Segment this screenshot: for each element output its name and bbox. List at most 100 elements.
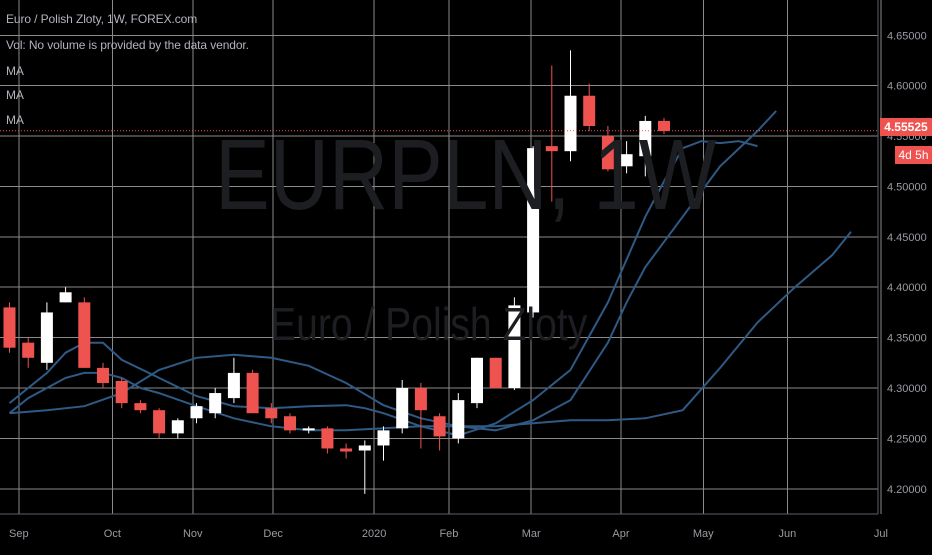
price-tick-label: 4.20000	[887, 484, 927, 496]
time-tick-label: Mar	[522, 528, 541, 540]
candle-down	[115, 377, 128, 409]
candle-down	[545, 65, 558, 202]
time-tick-label: Feb	[439, 528, 458, 540]
candle-down	[321, 426, 334, 454]
candle-body	[227, 372, 240, 399]
candle-body	[171, 420, 184, 434]
candle-down	[658, 117, 670, 135]
candle-down	[78, 297, 91, 368]
candle-body	[59, 292, 72, 303]
legend-ma-3[interactable]: MA	[6, 113, 24, 127]
time-tick-label: Jul	[874, 528, 888, 540]
candle-body	[3, 307, 16, 348]
price-axis[interactable]: 4.20000 4.25000 4.30000 4.35000 4.40000 4.450…	[877, 0, 927, 514]
price-tick-label: 4.40000	[887, 282, 927, 294]
candle-down	[153, 408, 166, 439]
candle-down	[340, 443, 353, 459]
candle-body	[414, 388, 427, 411]
candle-body	[153, 410, 166, 434]
candle-down	[246, 369, 259, 414]
candle-body	[489, 357, 502, 389]
candle-body	[246, 372, 259, 414]
candle-down	[601, 125, 614, 172]
candle-body	[134, 403, 147, 411]
legend-title[interactable]: Euro / Polish Zloty, 1W, FOREX.com	[6, 12, 198, 26]
price-tick-label: 4.30000	[887, 383, 927, 395]
candle-body	[471, 357, 483, 404]
candle-up	[209, 388, 222, 419]
candle-body	[601, 136, 614, 170]
candle-body	[209, 393, 222, 414]
candle-down	[284, 413, 296, 434]
candle-down	[3, 302, 16, 353]
legend-ma-1[interactable]: MA	[6, 64, 24, 78]
candle-down	[134, 400, 147, 414]
grid	[0, 0, 882, 514]
candle-body	[452, 400, 465, 439]
candle-down	[433, 413, 446, 451]
legend-ma-2[interactable]: MA	[6, 88, 24, 102]
legend-volume[interactable]: Vol: No volume is provided by the data v…	[6, 38, 249, 52]
candle-body	[40, 312, 53, 363]
price-tick-label: 4.45000	[887, 232, 927, 244]
candle-up	[358, 440, 371, 494]
candle-up	[190, 403, 203, 424]
candle-body	[78, 302, 91, 368]
candle-body	[22, 342, 35, 358]
last-price-badge: 4.55525	[880, 118, 932, 136]
bar-countdown-badge: 4d 5h	[895, 146, 932, 164]
price-tick-label: 4.60000	[887, 81, 927, 93]
price-tick-label: 4.35000	[887, 333, 927, 345]
candle-up	[527, 146, 540, 318]
candle-body	[358, 445, 371, 451]
candle-body	[321, 428, 334, 449]
time-tick-label: May	[693, 528, 714, 540]
time-tick-label: Sep	[9, 528, 29, 540]
candle-body	[284, 416, 296, 431]
candle-body	[396, 388, 409, 429]
candle-body	[620, 154, 633, 167]
candle-up	[171, 418, 184, 439]
candle-up	[396, 379, 409, 434]
candle-up	[227, 357, 240, 404]
candle-body	[97, 367, 109, 383]
candle-body	[583, 95, 596, 126]
candle-body	[508, 305, 521, 389]
candle-body	[377, 430, 390, 446]
time-tick-label: Nov	[183, 528, 203, 540]
moving-averages	[8, 110, 852, 437]
ma-line-3	[8, 231, 852, 432]
time-axis[interactable]: Sep Oct Nov Dec 2020 Feb Mar Apr May Jun Jul	[0, 513, 888, 540]
time-tick-label: Jun	[779, 528, 797, 540]
time-tick-label: Apr	[612, 528, 629, 540]
candle-up	[452, 393, 465, 444]
time-tick-label: Dec	[263, 528, 283, 540]
candle-down	[583, 83, 596, 132]
candle-down	[97, 362, 109, 389]
time-tick-label: Oct	[104, 528, 121, 540]
price-tick-label: 4.25000	[887, 433, 927, 445]
candle-up	[639, 115, 652, 177]
candle-up	[508, 297, 521, 391]
candle-up	[40, 302, 53, 370]
candle-up	[377, 426, 390, 461]
time-tick-label: 2020	[362, 528, 386, 540]
candle-body	[658, 120, 670, 132]
ma-line-2	[8, 140, 758, 437]
candle-down	[414, 382, 427, 449]
candle-body	[190, 406, 203, 419]
candle-up	[59, 287, 72, 303]
price-tick-label: 4.50000	[887, 181, 927, 193]
price-tick-label: 4.65000	[887, 30, 927, 42]
candle-body	[302, 428, 315, 431]
candle-down	[489, 357, 502, 389]
candle-up	[564, 50, 577, 162]
candle-body	[545, 146, 558, 152]
candle-body	[433, 416, 446, 437]
candle-down	[265, 403, 278, 424]
candle-body	[527, 148, 540, 313]
candles	[3, 50, 670, 494]
candle-body	[265, 408, 278, 419]
